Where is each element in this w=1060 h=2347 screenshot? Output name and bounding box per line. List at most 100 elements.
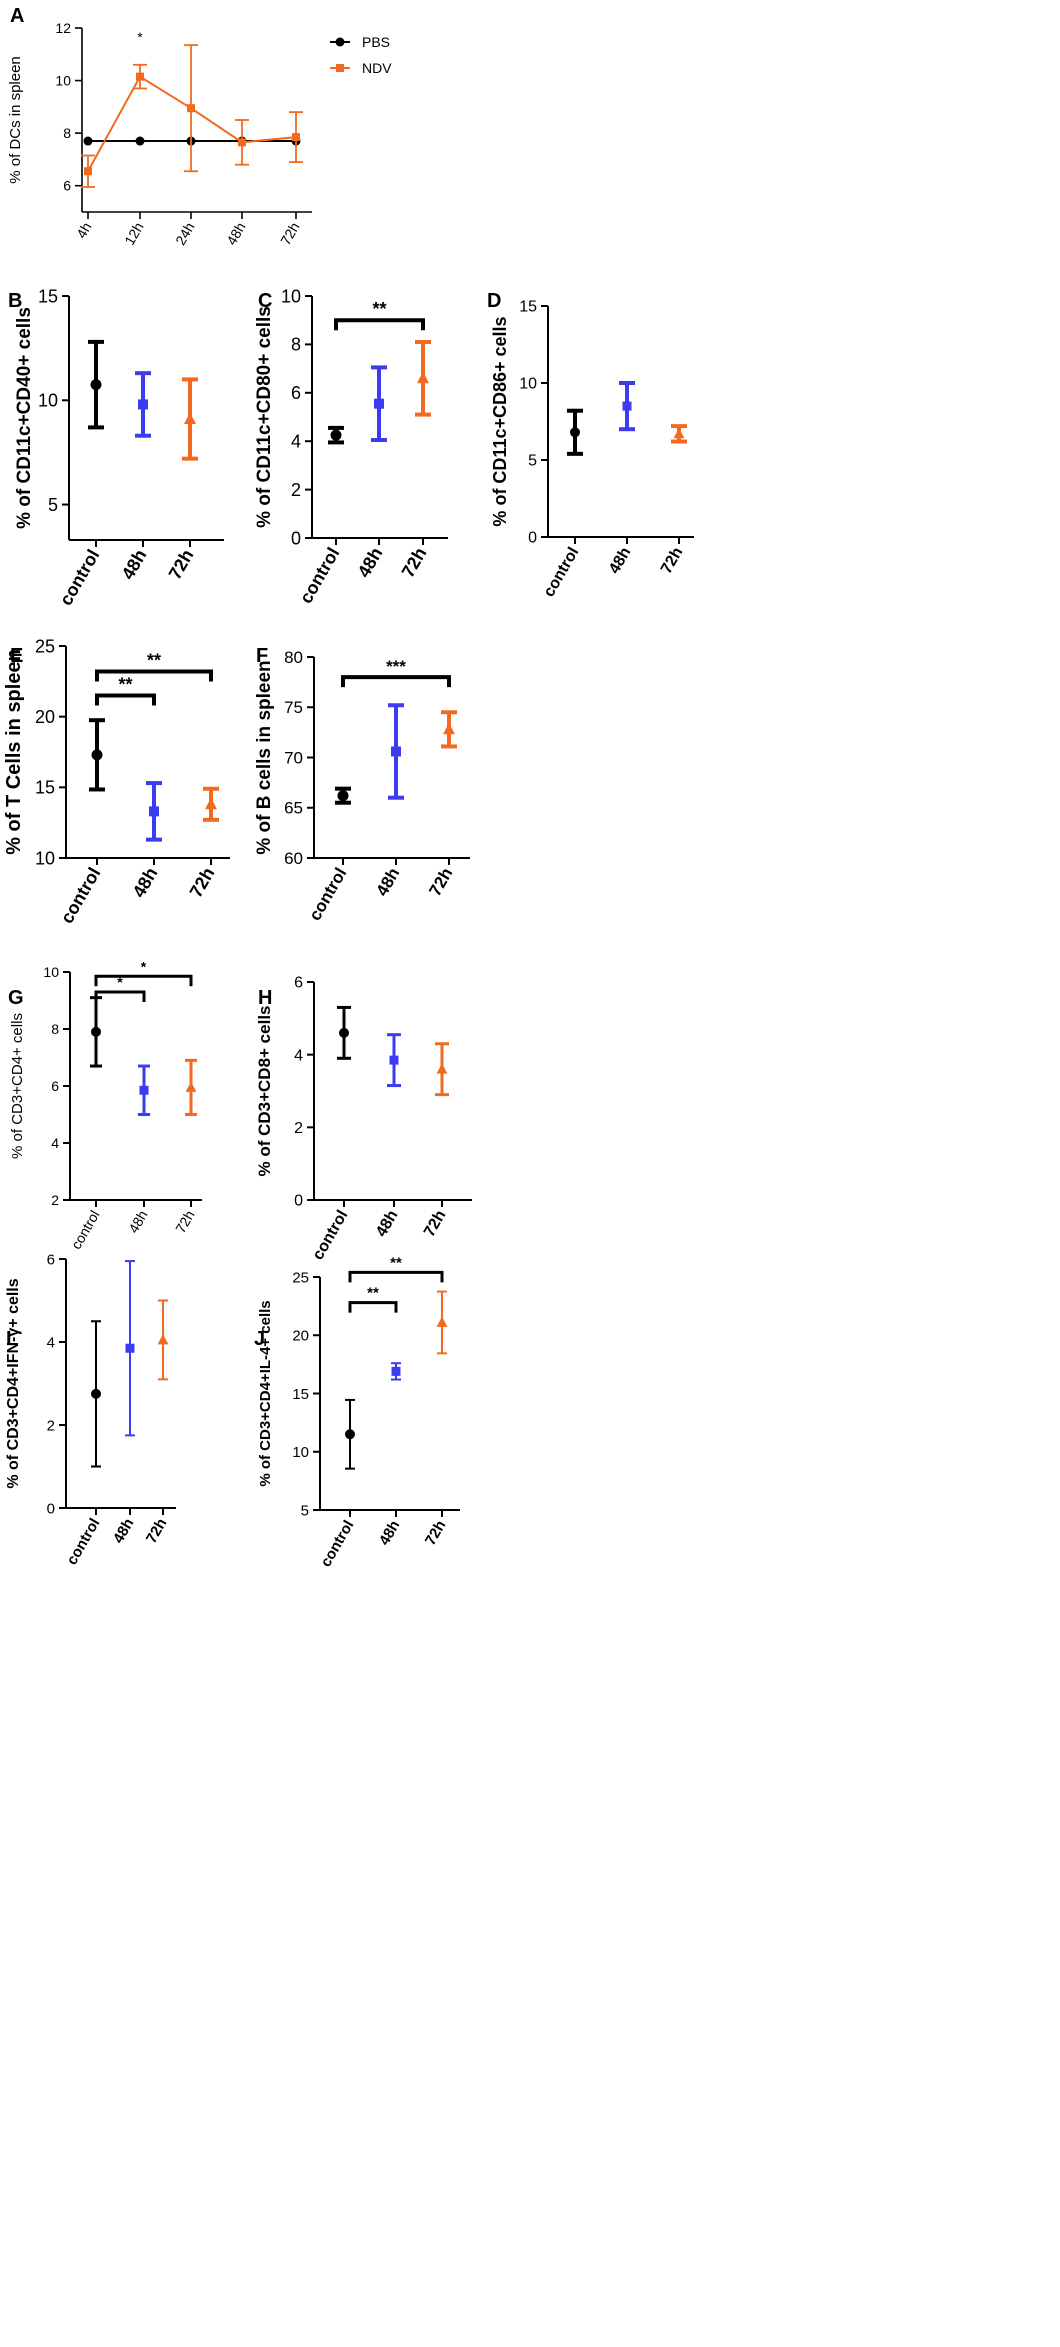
x-tick-label: 48h [373,1208,402,1240]
panel-letter: E [10,645,23,667]
significance-bracket [94,990,146,1002]
panel-h: H 0 2 4 6 control 48h 72h % of CD3+CD8+ cells [255,975,472,1263]
data-point-72h [157,1333,169,1345]
x-tick-label: 48h [110,1516,138,1547]
y-tick-label: 15 [35,778,55,798]
y-tick-label: 8 [291,335,301,355]
legend-marker [336,64,344,72]
data-point-72h [673,427,685,439]
y-tick-label: 6 [63,178,71,194]
y-tick-label: 10 [55,72,71,88]
y-tick-label: 5 [301,1502,309,1519]
y-tick-label: 6 [47,1251,55,1268]
data-point-48h [149,806,159,817]
y-tick-label: 25 [292,1269,309,1286]
data-point-48h [125,1343,135,1353]
x-tick-label: 24h [172,220,198,248]
x-tick-label: 72h [186,864,219,901]
y-tick-label: 20 [35,707,55,727]
x-tick-label: 4h [73,220,95,241]
data-point-control [345,1429,355,1440]
y-tick-label: 15 [519,299,537,316]
data-point-48h [389,1055,399,1065]
y-tick-label: 65 [284,799,303,818]
y-tick-label: 10 [38,391,58,411]
x-tick-label: 48h [118,546,151,583]
x-tick-label: 48h [223,220,249,248]
significance-mark: * [137,29,143,45]
panel-letter: A [10,5,24,27]
data-point-72h [417,371,429,384]
data-point-72h [184,412,196,424]
y-axis-label: % of CD3+CD4+IL-4+ cells [257,1300,274,1486]
panel-letter: F [256,645,268,667]
x-tick-label: 48h [372,865,403,900]
x-tick-label: control [63,1516,103,1569]
y-tick-label: 2 [51,1192,59,1208]
data-point-control [330,429,342,441]
panel-letter: B [8,290,22,312]
data-point-control [90,379,102,391]
data-point-control [91,1388,101,1399]
y-axis-label: % of CD3+CD4+IFN-γ+ cells [5,1278,22,1488]
y-tick-label: 0 [47,1500,55,1517]
significance-mark: ** [367,1285,379,1302]
data-point-pbs [83,136,93,146]
significance-mark: * [141,958,147,974]
x-tick-label: control [56,546,104,609]
y-tick-label: 15 [38,286,58,306]
x-tick-label: 48h [606,545,635,577]
y-tick-label: 0 [528,530,537,547]
data-point-48h [391,746,401,757]
y-tick-label: 4 [47,1334,55,1351]
x-tick-label: 72h [165,546,198,583]
y-tick-label: 5 [528,453,537,470]
data-point-48h [138,399,148,410]
panel-g: G 2 4 6 8 10 control 48h 72h % of CD3+CD4+ cells *… [8,958,202,1252]
legend-label: PBS [362,34,390,50]
data-point-72h [436,1063,448,1074]
data-point-ndv [84,167,92,176]
significance-bracket [334,318,425,331]
y-axis-label: % of DCs in spleen [7,56,24,184]
panel-letter: J [254,1328,265,1350]
legend-label: NDV [362,60,392,76]
data-point-72h [205,797,217,810]
y-tick-label: 25 [35,636,55,656]
panel-letter: I [6,1328,12,1350]
x-tick-label: 72h [421,1208,450,1240]
panel-letter: C [258,290,272,312]
x-tick-label: 72h [422,1518,450,1549]
data-point-control [91,1026,101,1037]
data-point-48h [391,1366,401,1376]
panel-letter: D [487,290,501,312]
panel-i: I 0 2 4 6 control 48h 72h % of CD3+CD4+IFN-γ+ ce… [5,1251,176,1568]
significance-mark: *** [386,657,406,676]
x-tick-label: control [68,1208,103,1252]
panel-j: J 5 10 15 20 25 control 48h 72h % of CD3+CD4+IL-4… [254,1254,460,1570]
panel-a: A 6 8 10 12 4h 12h 24h 48h 72h % of DCs in spleen *… [7,5,392,248]
y-tick-label: 75 [284,698,303,717]
data-point-48h [374,398,384,409]
data-point-72h [185,1081,197,1092]
panel-c: C 0 2 4 6 8 10 control 48h 72h % of CD11c+CD80+ ce… [254,286,448,607]
y-axis-label: % of CD3+CD4+ cells [9,1013,26,1159]
data-point-48h [139,1085,149,1095]
x-tick-label: control [57,864,105,927]
y-tick-label: 10 [281,286,301,306]
y-tick-label: 0 [291,528,301,548]
significance-bracket [95,693,156,706]
significance-bracket [348,1270,444,1283]
panel-d: D 0 5 10 15 control 48h 72h % of CD11c+CD86+ cel… [487,290,694,600]
x-tick-label: 12h [121,220,147,248]
y-tick-label: 70 [284,748,303,767]
data-point-pbs [135,136,145,146]
y-tick-label: 6 [291,383,301,403]
x-tick-label: 72h [143,1516,171,1547]
x-tick-label: control [541,545,583,600]
x-tick-label: 72h [658,545,687,577]
data-point-ndv [292,133,300,142]
x-tick-label: 48h [125,1208,151,1236]
significance-mark: ** [372,299,386,319]
